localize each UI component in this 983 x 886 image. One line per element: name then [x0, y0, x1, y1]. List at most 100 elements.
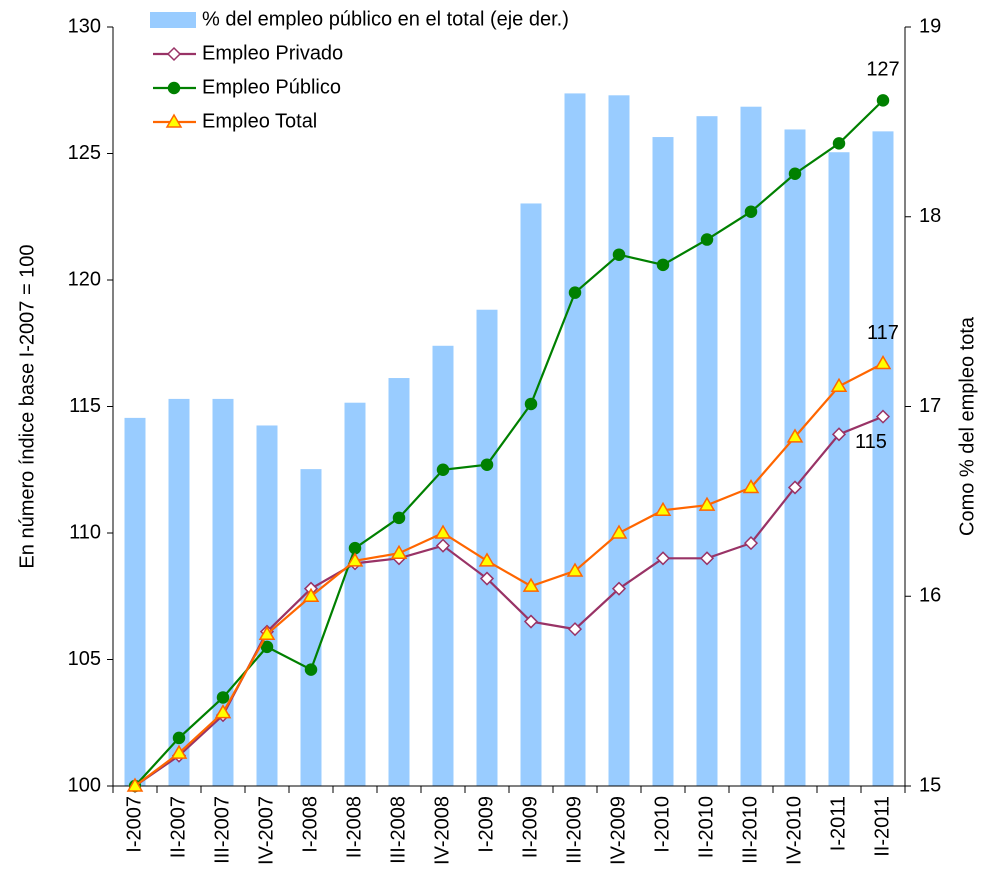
y-tick-label: 110 [69, 521, 101, 543]
x-tick-label: II-2008 [343, 796, 365, 858]
x-tick-label: I-2010 [651, 796, 673, 853]
point [302, 587, 320, 602]
legend-marker [165, 113, 183, 128]
x-tick-label: IV-2007 [255, 796, 277, 865]
x-tick-label: IV-2009 [607, 796, 629, 865]
bar [652, 137, 674, 786]
legend-label: Empleo Público [202, 76, 341, 98]
data-label: 115 [855, 431, 887, 453]
point [654, 501, 672, 516]
y2-tick-label: 18 [919, 205, 941, 227]
y-tick-label: 120 [68, 268, 101, 290]
line [134, 362, 884, 787]
bar [344, 402, 366, 786]
y-tick-label: 125 [68, 142, 101, 164]
bar [608, 95, 630, 786]
point [260, 640, 274, 654]
bar [256, 425, 278, 786]
y2-tick-label: 16 [919, 585, 941, 607]
x-tick-label: III-2007 [211, 796, 233, 864]
bar [520, 203, 542, 786]
x-tick-label: II-2010 [695, 796, 717, 858]
point [523, 614, 539, 629]
legend-swatch [150, 12, 196, 28]
point [832, 137, 846, 150]
point [436, 463, 450, 476]
point [699, 551, 715, 566]
x-tick-label: III-2009 [563, 796, 585, 864]
bar [828, 152, 850, 787]
legend-marker [166, 46, 182, 62]
point [435, 538, 451, 553]
x-tick-label: III-2008 [387, 796, 409, 864]
point [612, 248, 626, 261]
point [348, 541, 362, 555]
legend-label: % del empleo público en el total (eje de… [202, 8, 569, 30]
legend-label: Empleo Total [202, 110, 317, 132]
point [524, 397, 538, 411]
x-tick-label: II-2011 [871, 796, 893, 857]
point [216, 691, 230, 704]
point [478, 552, 496, 567]
bar [300, 469, 322, 786]
legend-item: % del empleo público en el total (eje de… [150, 8, 569, 30]
x-tick-label: I-2007 [123, 796, 145, 853]
bar [212, 398, 234, 786]
point [304, 663, 318, 676]
y-tick-label: 130 [68, 15, 101, 37]
y-axis-title: En número índice base I-2007 = 100 [16, 244, 38, 568]
point [567, 622, 583, 637]
point [788, 167, 802, 180]
point [346, 552, 364, 567]
point [480, 458, 494, 471]
point [610, 524, 628, 539]
y2-tick-label: 15 [919, 774, 941, 796]
point [522, 577, 540, 592]
point [876, 94, 890, 107]
x-tick-label: I-2008 [299, 796, 321, 853]
point [479, 571, 495, 586]
point [126, 777, 144, 792]
bar [784, 129, 806, 787]
data-label: 127 [866, 59, 899, 81]
bar [168, 398, 190, 786]
point [744, 205, 758, 218]
legend-item: Empleo Público [153, 76, 341, 98]
point [874, 355, 892, 370]
point [698, 496, 716, 511]
point [172, 731, 186, 745]
legend-label: Empleo Privado [202, 42, 343, 64]
y-tick-label: 100 [68, 774, 101, 796]
x-tick-label: IV-2008 [431, 796, 453, 865]
y2-axis-title: Como % del empleo tota [956, 316, 978, 536]
data-label: 117 [867, 322, 899, 344]
legend-marker [167, 81, 181, 95]
bar [476, 309, 498, 786]
x-tick-label: II-2009 [519, 796, 541, 858]
y-tick-label: 115 [69, 395, 101, 417]
y-tick-label: 105 [68, 648, 101, 670]
point [787, 480, 803, 495]
point [566, 562, 584, 577]
bar [432, 345, 454, 786]
legend-item: Empleo Total [153, 110, 317, 132]
x-tick-label: I-2011 [827, 796, 849, 851]
bar [696, 116, 718, 787]
point [258, 625, 276, 640]
y2-tick-label: 17 [919, 395, 941, 417]
point [743, 536, 759, 551]
point [656, 258, 670, 272]
point [214, 704, 232, 719]
point [390, 544, 408, 559]
point [831, 427, 847, 442]
bar [740, 106, 762, 786]
point [655, 551, 671, 566]
line [134, 99, 884, 787]
x-tick-label: II-2007 [167, 796, 189, 858]
bar [872, 131, 894, 787]
legend-item: Empleo Privado [153, 42, 343, 64]
point [786, 428, 804, 443]
line [134, 415, 884, 787]
point [568, 286, 582, 299]
point [875, 409, 891, 424]
